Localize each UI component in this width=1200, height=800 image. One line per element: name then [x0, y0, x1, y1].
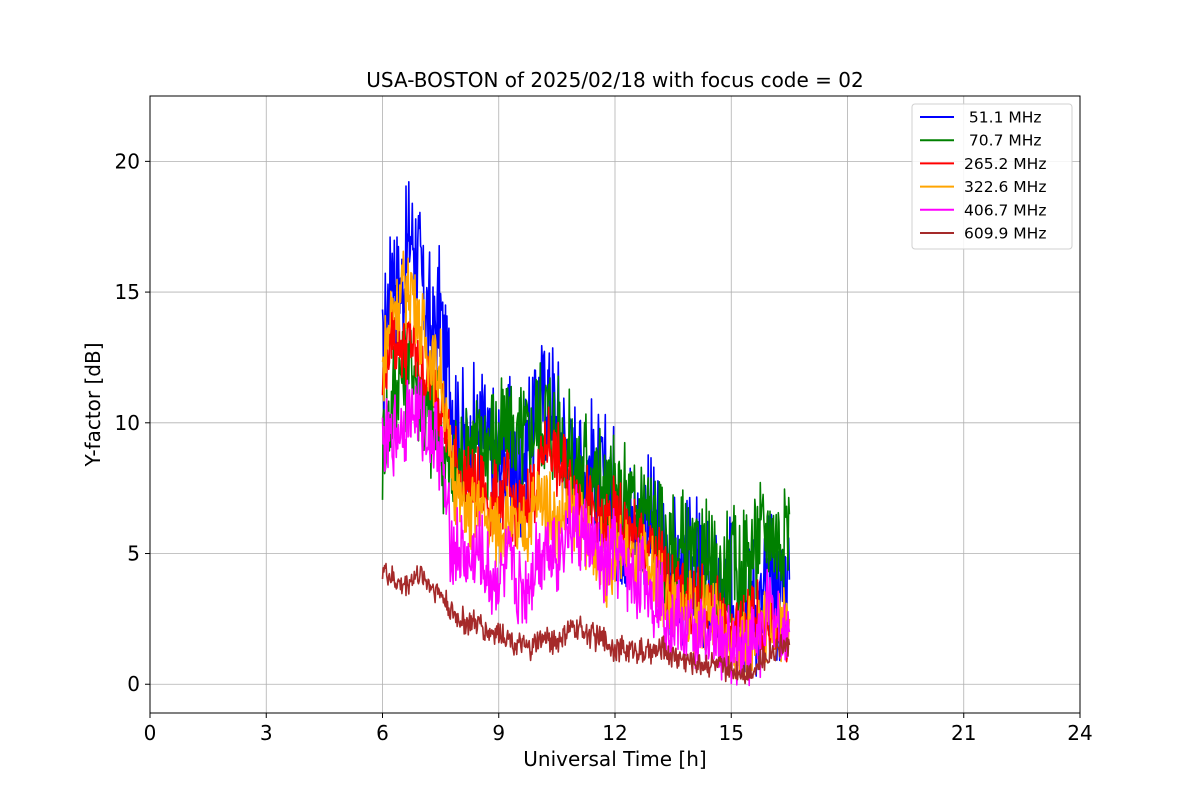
chart-title: USA-BOSTON of 2025/02/18 with focus code… — [366, 68, 863, 92]
legend-label: 609.9 MHz — [964, 225, 1046, 243]
x-tick-label: 18 — [835, 721, 860, 745]
y-tick-label: 15 — [115, 280, 140, 304]
y-tick-label: 5 — [127, 542, 140, 566]
x-tick-label: 12 — [602, 721, 627, 745]
x-tick-label: 24 — [1067, 721, 1092, 745]
ticks: 0 3 6 9 12 15 18 21 24 0 5 10 15 20 — [115, 149, 1093, 745]
legend-label: 322.6 MHz — [964, 178, 1046, 196]
legend: 51.1 MHz 70.7 MHz 265.2 MHz 322.6 MHz 406.7… — [911, 103, 1073, 250]
x-tick-label: 15 — [719, 721, 744, 745]
plot-area — [381, 181, 791, 687]
y-tick-label: 10 — [115, 411, 140, 435]
x-tick-label: 0 — [144, 721, 157, 745]
legend-label: 51.1 MHz — [964, 109, 1042, 127]
legend-label: 406.7 MHz — [964, 201, 1046, 219]
x-axis-label: Universal Time [h] — [523, 747, 706, 771]
series-line — [381, 376, 791, 687]
legend-label: 70.7 MHz — [964, 132, 1042, 150]
y-tick-label: 20 — [115, 149, 140, 173]
y-tick-label: 0 — [127, 672, 140, 696]
legend-label: 265.2 MHz — [964, 155, 1046, 173]
x-tick-label: 9 — [492, 721, 505, 745]
x-tick-label: 6 — [376, 721, 389, 745]
y-axis-label: Y-factor [dB] — [81, 342, 105, 467]
series-line — [381, 562, 791, 685]
x-tick-label: 3 — [260, 721, 273, 745]
x-tick-label: 21 — [951, 721, 976, 745]
